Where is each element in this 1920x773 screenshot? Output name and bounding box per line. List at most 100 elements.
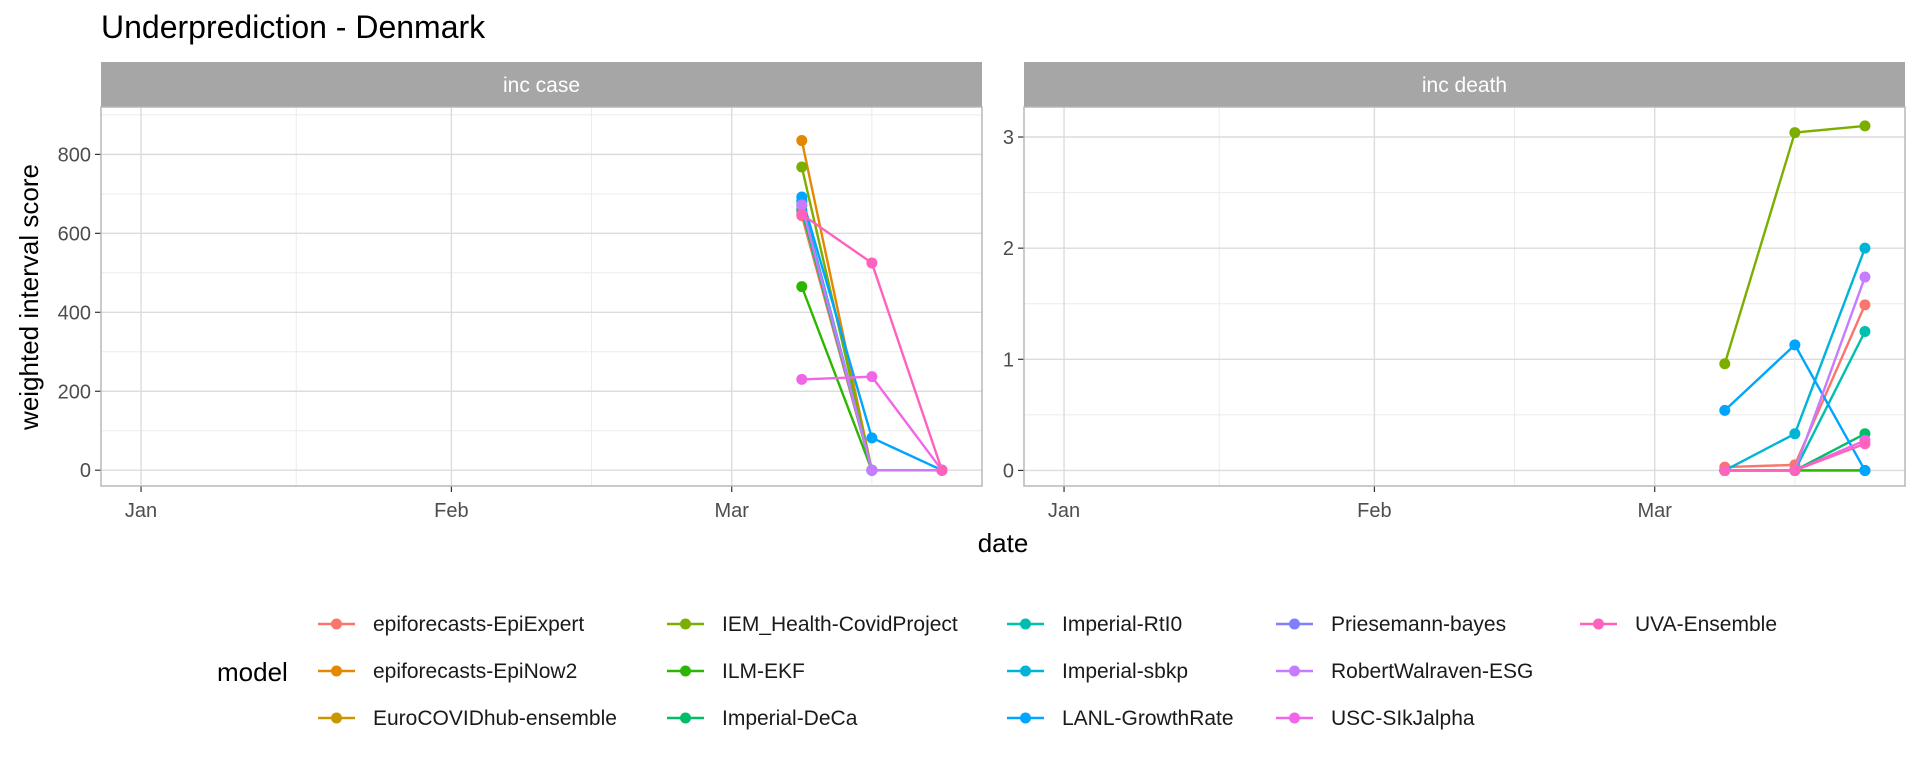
data-point [1789, 464, 1801, 476]
legend-title: model [217, 657, 288, 687]
legend-item: epiforecasts-EpiExpert [318, 613, 584, 636]
plot-border [1023, 106, 1906, 487]
legend-label: UVA-Ensemble [1635, 613, 1777, 636]
data-point [1859, 326, 1871, 338]
legend-key-point [680, 618, 691, 630]
legend-key-point [1020, 618, 1031, 630]
legend-label: Priesemann-bayes [1331, 613, 1506, 636]
facet-strip [1024, 62, 1905, 107]
data-point [866, 371, 878, 383]
y-tick-label: 1 [1003, 349, 1014, 371]
y-tick-label: 400 [58, 302, 91, 324]
legend-key-point [1289, 665, 1300, 677]
data-point [1859, 120, 1871, 132]
legend-label: RobertWalraven-ESG [1331, 660, 1533, 683]
legend-key-point [331, 712, 342, 724]
legend-key-point [1289, 618, 1300, 630]
legend-label: Imperial-DeCa [722, 707, 858, 730]
legend-label: epiforecasts-EpiExpert [373, 613, 584, 636]
legend-key-point [680, 712, 691, 724]
legend-label: epiforecasts-EpiNow2 [373, 660, 577, 683]
data-point [796, 161, 808, 173]
data-point [1859, 299, 1871, 311]
series-IEM_Health-CovidProject [1719, 120, 1871, 370]
legend-item: EuroCOVIDhub-ensemble [318, 707, 617, 730]
data-point [1789, 428, 1801, 440]
data-point [796, 199, 808, 211]
legend-item: IEM_Health-CovidProject [667, 613, 958, 636]
legend-items: epiforecasts-EpiExpert epiforecasts-EpiNo… [318, 613, 1777, 730]
plot-border [100, 106, 983, 487]
data-point [1859, 271, 1871, 283]
y-tick-label: 2 [1003, 238, 1014, 260]
facet-panel-1: inc case 0 200 400 600 800 Jan Feb Mar [58, 62, 983, 522]
x-tick-label: Mar [1637, 500, 1672, 522]
legend-key-point [1020, 712, 1031, 724]
x-tick-label: Jan [1048, 500, 1080, 522]
data-point [1859, 464, 1871, 476]
data-point [1789, 127, 1801, 139]
legend-label: Imperial-RtI0 [1062, 613, 1182, 636]
data-point [796, 208, 808, 220]
legend-label: LANL-GrowthRate [1062, 707, 1234, 730]
data-point [1789, 339, 1801, 351]
legend-label: IEM_Health-CovidProject [722, 613, 958, 636]
legend-item: Imperial-sbkp [1007, 660, 1188, 683]
legend-item: Imperial-DeCa [667, 707, 858, 730]
legend-key-point [331, 665, 342, 677]
facet-strip-label: inc death [1422, 74, 1507, 97]
x-axis-title: date [978, 528, 1029, 558]
legend-key-point [331, 618, 342, 630]
legend-label: ILM-EKF [722, 660, 805, 683]
legend-item: RobertWalraven-ESG [1276, 660, 1533, 683]
legend-label: EuroCOVIDhub-ensemble [373, 707, 617, 730]
x-tick-label: Feb [434, 500, 468, 522]
legend-item: ILM-EKF [667, 660, 805, 683]
y-tick-label: 600 [58, 223, 91, 245]
legend-key-point [1593, 618, 1604, 630]
data-point [796, 191, 808, 203]
data-point [866, 257, 878, 269]
chart-title: Underprediction - Denmark [101, 9, 486, 45]
legend-item: Priesemann-bayes [1276, 613, 1506, 636]
legend-label: Imperial-sbkp [1062, 660, 1188, 683]
y-tick-label: 0 [1003, 460, 1014, 482]
legend-key-point [1020, 665, 1031, 677]
series-UVA-Ensemble [796, 208, 948, 476]
plot-background [1024, 107, 1905, 486]
data-point [796, 135, 808, 147]
x-tick-label: Mar [714, 500, 749, 522]
data-point [1719, 464, 1731, 476]
y-tick-label: 800 [58, 144, 91, 166]
y-tick-label: 200 [58, 381, 91, 403]
data-point [1719, 358, 1731, 370]
facet-panels: inc case 0 200 400 600 800 Jan Feb Mar inc death 0… [58, 62, 1906, 522]
series-LANL-GrowthRate [1719, 339, 1871, 476]
legend-key-point [1289, 712, 1300, 724]
legend-item: USC-SIkJalpha [1276, 707, 1475, 730]
legend-key-point [680, 665, 691, 677]
facet-panel-2: inc death 0 1 2 3 Jan Feb Mar [1003, 62, 1906, 522]
legend-item: epiforecasts-EpiNow2 [318, 660, 577, 683]
x-tick-label: Feb [1357, 500, 1391, 522]
y-tick-label: 3 [1003, 127, 1014, 149]
plot-background [101, 107, 982, 486]
data-point [866, 464, 878, 476]
data-point [1719, 404, 1731, 416]
series-UVA-Ensemble [1719, 438, 1871, 476]
data-point [1859, 242, 1871, 254]
x-tick-label: Jan [125, 500, 157, 522]
legend: model epiforecasts-EpiExpertepiforecasts… [217, 613, 1777, 730]
data-point [1859, 438, 1871, 450]
data-point [936, 464, 948, 476]
legend-item: LANL-GrowthRate [1007, 707, 1234, 730]
data-point [796, 373, 808, 385]
data-point [796, 281, 808, 293]
legend-item: Imperial-RtI0 [1007, 613, 1182, 636]
y-tick-label: 0 [80, 460, 91, 482]
facet-strip [101, 62, 982, 107]
data-point [866, 432, 878, 444]
y-axis-title: weighted interval score [14, 164, 44, 431]
